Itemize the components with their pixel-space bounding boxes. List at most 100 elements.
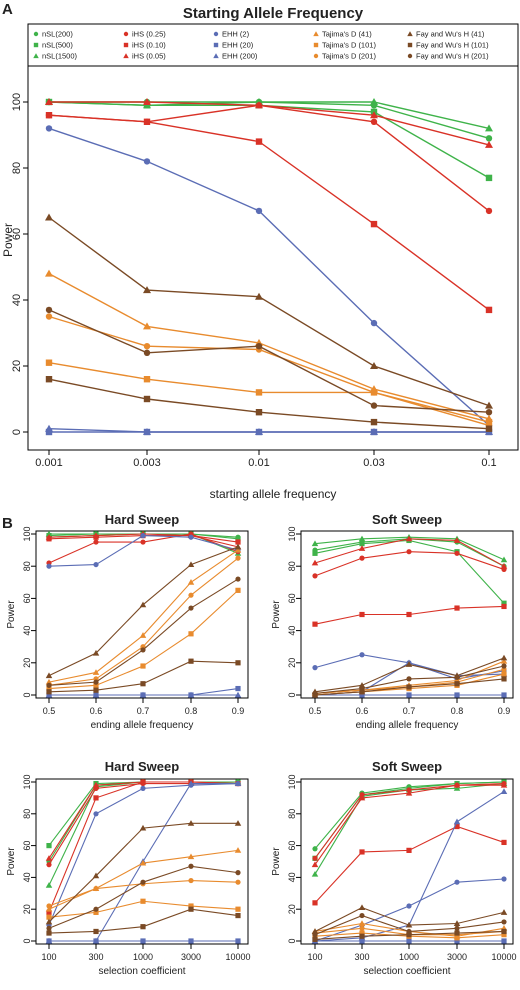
series-tajima-s-d-201 — [45, 313, 493, 429]
series-ihs-0-10 — [45, 112, 493, 314]
data-point — [406, 932, 412, 938]
data-point — [92, 872, 100, 879]
x-axis-label: ending allele frequency — [356, 720, 459, 731]
series-14 — [312, 912, 507, 938]
data-point — [92, 669, 100, 675]
data-point — [358, 904, 366, 911]
data-point — [454, 674, 460, 680]
data-point — [234, 546, 242, 553]
panel-b-letter: B — [2, 515, 13, 532]
data-point — [406, 684, 412, 690]
series-2 — [45, 778, 242, 888]
data-point — [45, 112, 53, 119]
data-point — [312, 621, 318, 627]
series-14 — [46, 576, 241, 688]
legend-marker-tajima-s-d-101 — [313, 42, 319, 48]
y-tick-label: 100 — [22, 526, 32, 541]
chart-title: Hard Sweep — [105, 759, 179, 774]
series-ihs-0-05 — [45, 98, 493, 148]
data-point — [358, 920, 366, 926]
legend-marker-ihs-0-25 — [123, 31, 129, 37]
legend-marker-nsl-200 — [33, 31, 39, 37]
series-line — [48, 378, 490, 430]
series-13 — [312, 928, 507, 943]
data-point — [255, 409, 263, 416]
series-10 — [46, 587, 241, 692]
y-axis-label: Power — [6, 600, 17, 629]
x-tick-label: 0.5 — [309, 706, 322, 716]
legend-label-nsl-500: nSL(500) — [42, 41, 73, 50]
x-tick-label: 0.03 — [363, 457, 384, 469]
legend-label-ehh-2: EHH (2) — [222, 30, 250, 39]
data-point — [311, 559, 319, 566]
data-point — [500, 562, 508, 569]
data-point — [501, 671, 507, 677]
data-point — [143, 322, 151, 330]
legend-label-fay-and-wu-s-h-41: Fay and Wu's H (41) — [416, 30, 485, 39]
series-5 — [311, 535, 508, 569]
series-line — [48, 546, 239, 677]
data-point — [45, 937, 53, 944]
series-fay-and-wu-s-h-201 — [45, 306, 493, 416]
data-point — [406, 692, 412, 698]
data-point — [93, 906, 99, 912]
legend-label-fay-and-wu-s-h-101: Fay and Wu's H (101) — [416, 41, 489, 50]
y-tick-label: 40 — [287, 872, 297, 882]
data-point — [359, 689, 365, 695]
series-4 — [46, 779, 241, 915]
y-tick-label: 0 — [22, 692, 32, 697]
y-tick-label: 60 — [11, 228, 23, 240]
chart-title: Hard Sweep — [105, 512, 179, 527]
data-point — [454, 938, 460, 944]
legend-marker-ehh-200 — [213, 53, 219, 59]
data-point — [188, 592, 194, 598]
x-tick-label: 0.8 — [185, 706, 198, 716]
data-point — [453, 781, 461, 788]
y-tick-label: 60 — [287, 841, 297, 851]
data-point — [139, 859, 147, 866]
data-point — [500, 654, 508, 661]
data-point — [45, 882, 53, 888]
series-line — [48, 428, 489, 433]
legend-marker-fay-and-wu-s-h-41 — [407, 31, 413, 37]
data-point — [454, 925, 460, 931]
data-point — [93, 539, 99, 545]
y-axis-label: Power — [1, 223, 15, 257]
data-point — [139, 691, 147, 698]
data-point — [140, 681, 146, 687]
data-point — [500, 556, 508, 563]
chart-title: Soft Sweep — [372, 512, 442, 527]
legend-marker-fay-and-wu-s-h-101 — [407, 42, 413, 48]
data-point — [312, 690, 318, 696]
data-point — [139, 632, 147, 638]
y-tick-label: 100 — [11, 93, 23, 111]
legend-marker-nsl-500 — [33, 42, 39, 48]
data-point — [405, 661, 413, 667]
data-point — [143, 98, 151, 105]
legend-marker-ihs-0-10 — [123, 42, 129, 48]
data-point — [485, 207, 493, 215]
series-line — [48, 781, 238, 862]
series-9 — [45, 546, 242, 685]
data-point — [45, 98, 53, 105]
x-tick-label: 300 — [88, 952, 103, 962]
x-tick-label: 0.01 — [248, 457, 269, 469]
series-13 — [46, 658, 241, 695]
data-point — [255, 389, 263, 396]
data-point — [359, 938, 365, 944]
x-tick-label: 0.6 — [356, 706, 369, 716]
series-line — [48, 578, 239, 686]
data-point — [93, 795, 99, 801]
x-tick-label: 0.9 — [498, 706, 511, 716]
x-tick-label: 1000 — [133, 952, 153, 962]
data-point — [235, 576, 241, 582]
data-point — [143, 395, 151, 403]
data-point — [501, 600, 507, 606]
series-line — [48, 216, 490, 407]
data-point — [359, 685, 365, 692]
data-point — [45, 905, 53, 912]
data-point — [235, 870, 241, 876]
series-14 — [312, 663, 507, 696]
x-axis-label: selection coefficient — [98, 966, 185, 977]
data-point — [45, 306, 53, 314]
